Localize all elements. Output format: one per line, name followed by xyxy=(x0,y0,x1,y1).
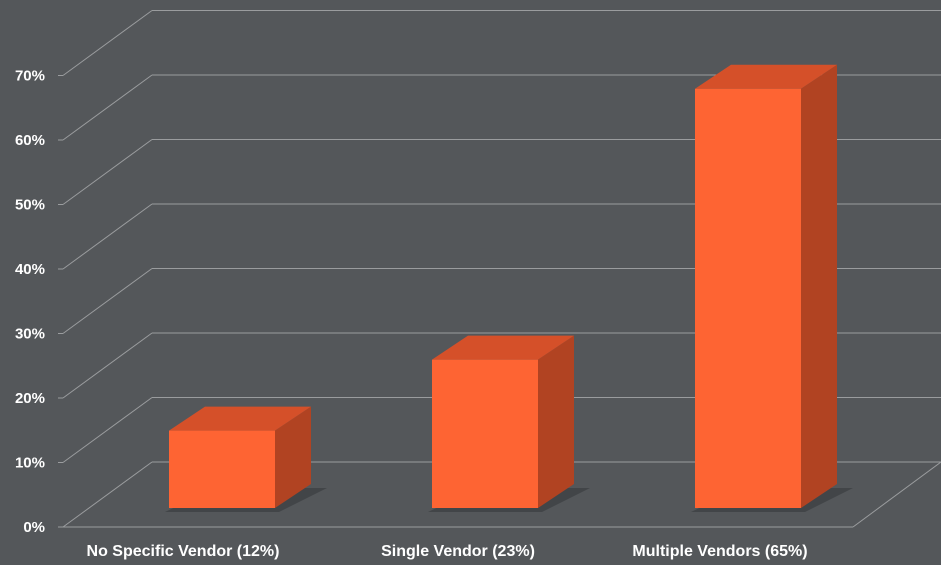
y-tick-label: 70% xyxy=(15,68,45,85)
gridline-diagonal xyxy=(62,397,153,463)
gridline-diagonal xyxy=(62,139,153,205)
bar-top xyxy=(169,406,311,431)
y-tick-label: 40% xyxy=(15,261,45,278)
y-tick-label: 20% xyxy=(15,390,45,407)
bar-top xyxy=(695,64,837,89)
bar-front xyxy=(432,359,538,508)
gridline-diagonal xyxy=(62,10,153,76)
x-category-label: Single Vendor (23%) xyxy=(381,543,535,560)
bar-top xyxy=(432,335,574,360)
bar-front xyxy=(695,88,801,508)
y-tick-label: 30% xyxy=(15,326,45,343)
y-tick-label: 10% xyxy=(15,455,45,472)
bars xyxy=(165,64,853,512)
x-category-label: Multiple Vendors (65%) xyxy=(632,543,807,560)
bar xyxy=(691,64,853,512)
y-tick-label: 60% xyxy=(15,132,45,149)
y-tick-label: 50% xyxy=(15,197,45,214)
gridline-diagonal xyxy=(62,461,153,528)
gridline-diagonal xyxy=(62,332,153,399)
bar-side xyxy=(275,406,311,508)
gridline-diagonal xyxy=(62,203,153,270)
x-category-label: No Specific Vendor (12%) xyxy=(87,543,280,560)
y-axis-tick-labels: 0% 10% 20% 30% 40% 50% 60% 70% xyxy=(15,68,45,537)
gridline-diagonal xyxy=(62,268,153,334)
x-axis-category-labels: No Specific Vendor (12%) Single Vendor (2… xyxy=(87,543,808,560)
bar xyxy=(428,335,590,512)
bar-side xyxy=(538,335,574,508)
floor-right-edge xyxy=(852,461,941,528)
gridline-diagonal xyxy=(62,74,153,141)
bar xyxy=(165,406,327,512)
bar-front xyxy=(169,430,275,508)
y-tick-label: 0% xyxy=(23,519,45,536)
bar-side xyxy=(801,64,837,508)
